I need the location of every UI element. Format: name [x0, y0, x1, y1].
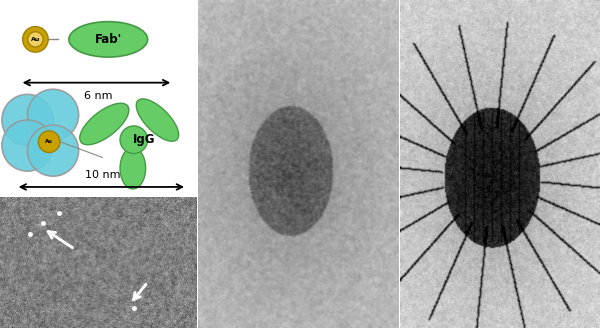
Text: Au: Au — [45, 139, 53, 144]
Circle shape — [38, 131, 60, 153]
Ellipse shape — [120, 148, 146, 189]
Circle shape — [28, 125, 79, 176]
Ellipse shape — [80, 103, 129, 145]
Ellipse shape — [136, 99, 179, 141]
Text: 6 nm: 6 nm — [84, 92, 113, 101]
Circle shape — [2, 94, 53, 146]
Text: Au: Au — [31, 37, 40, 42]
Ellipse shape — [69, 22, 148, 57]
Circle shape — [28, 32, 43, 47]
Text: Fab': Fab' — [95, 33, 122, 46]
Text: IgG: IgG — [133, 133, 155, 146]
Circle shape — [120, 126, 148, 154]
Text: 10 nm: 10 nm — [85, 170, 120, 180]
Circle shape — [23, 27, 48, 52]
Circle shape — [28, 89, 79, 140]
Circle shape — [2, 120, 53, 171]
